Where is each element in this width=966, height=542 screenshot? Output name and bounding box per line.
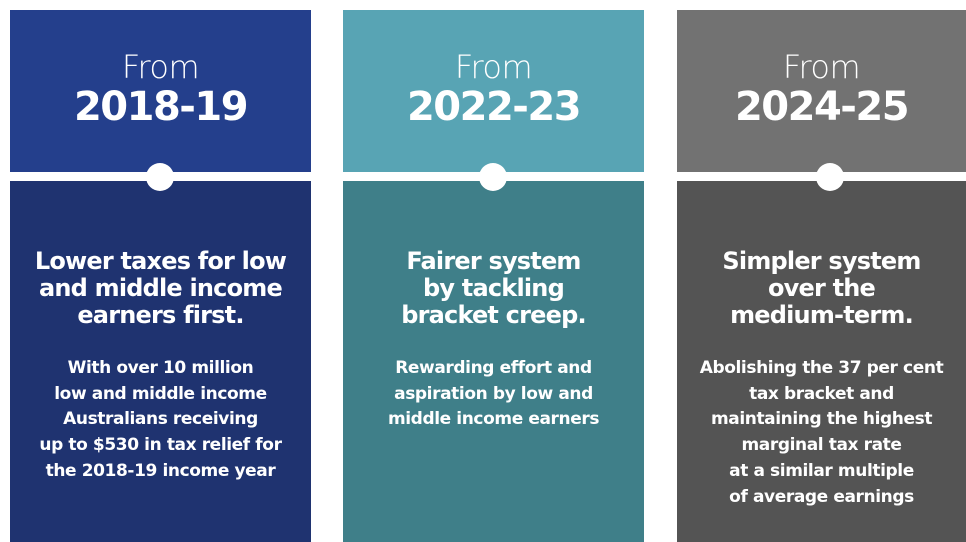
body-line: middle income earners xyxy=(387,409,600,430)
from-label: From xyxy=(454,48,533,86)
heading: Lower taxes for low and middle income earn… xyxy=(10,248,311,329)
body-line: With over 10 million xyxy=(67,358,254,378)
body-line: the 2018-19 income year xyxy=(45,460,276,481)
year-panel xyxy=(10,10,311,172)
body-line: low and middle income xyxy=(54,383,267,404)
body-text: Abolishing the 37 per cent tax bracket an… xyxy=(677,356,966,510)
body-line: tax bracket and xyxy=(749,383,894,404)
heading-line: by tackling xyxy=(423,274,565,302)
year-label: 2018-19 xyxy=(73,84,249,130)
heading-line: and middle income xyxy=(39,274,283,302)
description-panel xyxy=(10,181,311,542)
timeline-dot xyxy=(479,163,507,191)
heading: Fairer system by tackling bracket creep. xyxy=(343,248,644,329)
description-panel xyxy=(677,181,966,542)
from-label: From xyxy=(782,48,861,86)
timeline-dot xyxy=(146,163,174,191)
timeline-column: From 2024-25 Simpler system over the medium-… xyxy=(677,10,966,542)
body-line: Australians receiving xyxy=(63,409,258,430)
heading-line: earners first. xyxy=(77,301,244,329)
body-line: at a similar multiple xyxy=(729,460,914,481)
heading: Simpler system over the medium-term. xyxy=(677,248,966,329)
timeline-column: From 2022-23 Fairer system by tackling brack… xyxy=(343,10,644,542)
body-text: Rewarding effort and aspiration by low an… xyxy=(343,356,644,433)
year-panel xyxy=(677,10,966,172)
body-line: aspiration by low and xyxy=(394,383,593,404)
heading-line: Lower taxes for low xyxy=(34,247,287,275)
year-label: 2022-23 xyxy=(406,84,582,130)
body-line: Abolishing the 37 per cent xyxy=(699,358,944,378)
body-text: With over 10 million low and middle incom… xyxy=(10,356,311,485)
heading-line: medium-term. xyxy=(730,301,914,329)
year-panel xyxy=(343,10,644,172)
body-line: maintaining the highest xyxy=(710,409,933,430)
body-line: up to $530 in tax relief for xyxy=(39,435,282,456)
body-line: marginal tax rate xyxy=(741,435,902,456)
heading-line: bracket creep. xyxy=(401,301,586,329)
heading-line: Simpler system xyxy=(722,247,921,275)
timeline-dot xyxy=(816,163,844,191)
description-panel xyxy=(343,181,644,542)
heading-line: Fairer system xyxy=(406,247,581,275)
body-line: Rewarding effort and xyxy=(395,358,592,378)
heading-line: over the xyxy=(767,274,876,302)
year-label: 2024-25 xyxy=(734,84,910,130)
timeline-column: From 2018-19 Lower taxes for low and middle… xyxy=(10,10,311,542)
body-line: of average earnings xyxy=(729,486,914,507)
from-label: From xyxy=(121,48,200,86)
